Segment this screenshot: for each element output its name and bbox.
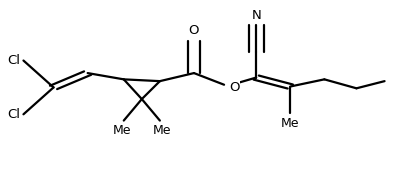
Text: N: N [251,9,261,22]
Text: Cl: Cl [7,54,20,67]
Text: Me: Me [112,124,131,137]
Text: Cl: Cl [7,108,20,121]
Text: O: O [189,24,199,37]
Text: Me: Me [153,124,171,137]
Text: O: O [229,82,240,94]
Text: Me: Me [281,117,299,130]
